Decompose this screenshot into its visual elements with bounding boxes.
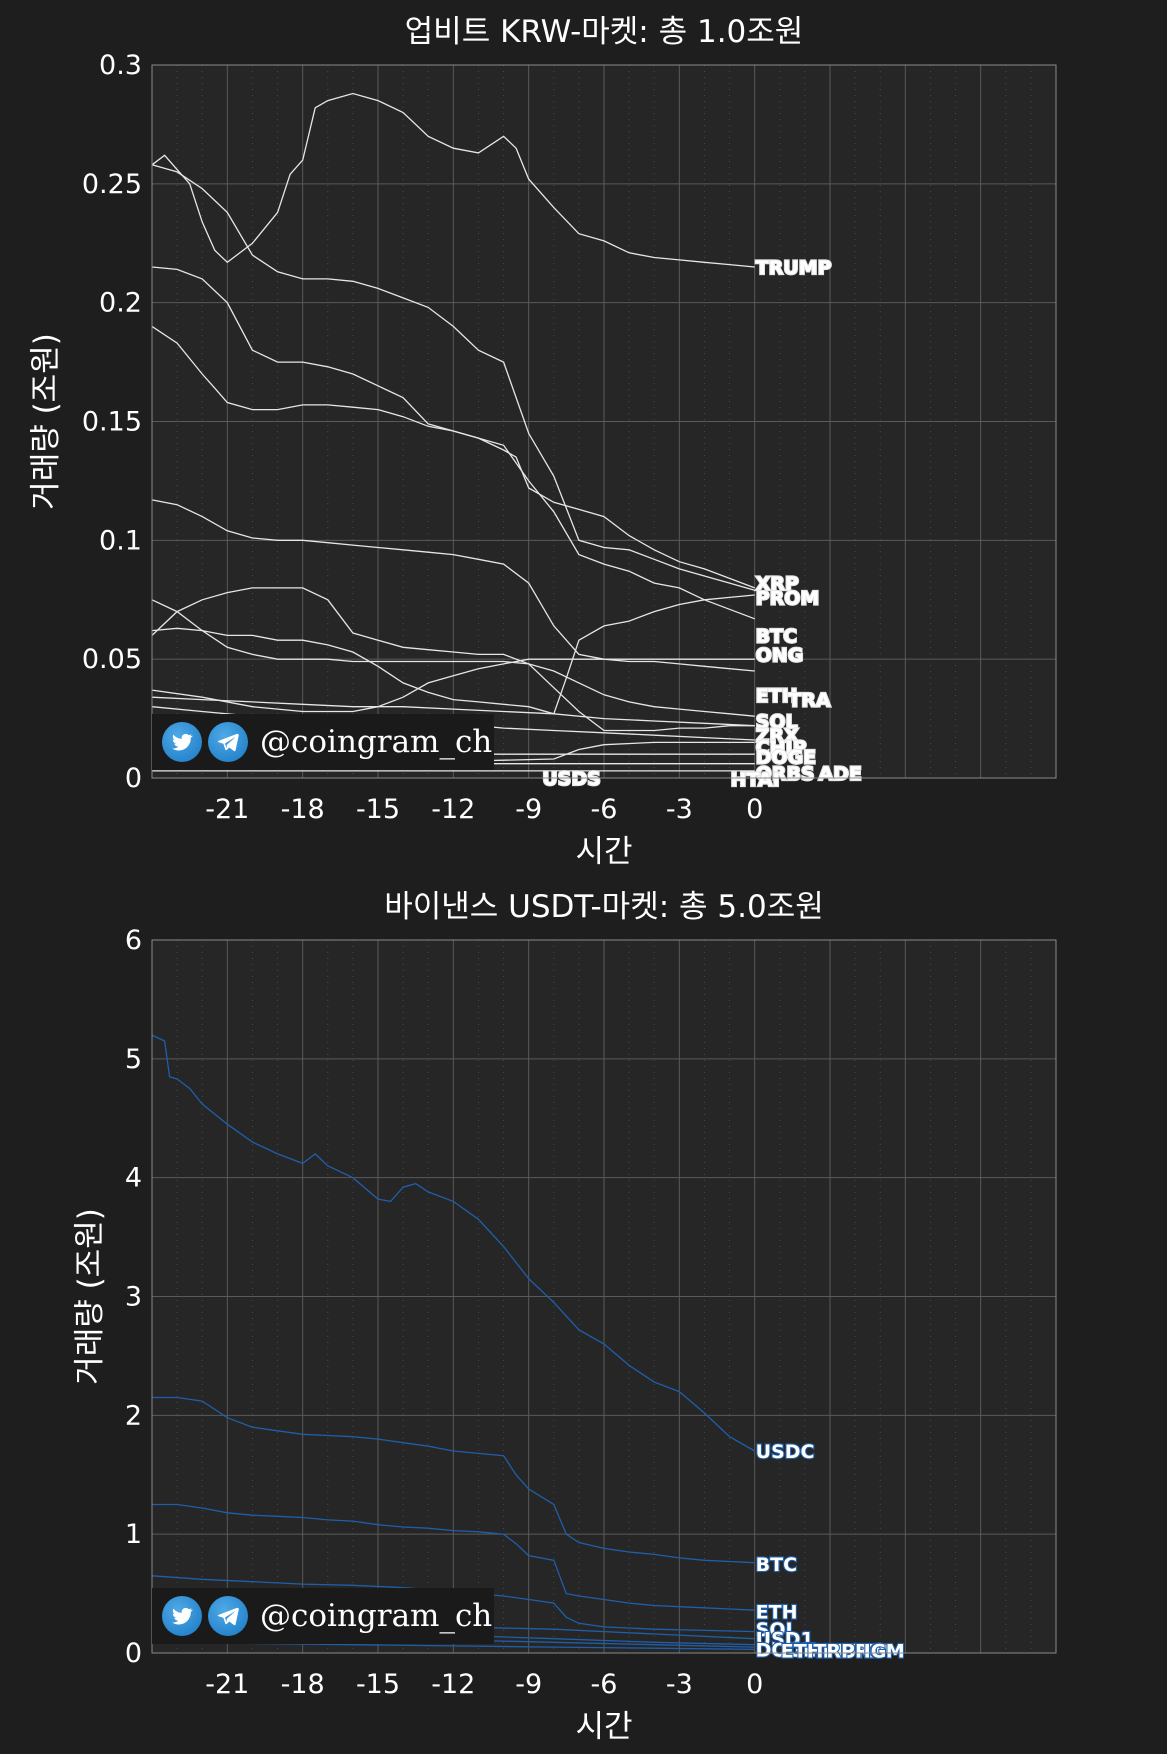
x-tick-label: -15 [356,794,400,825]
x-axis-label: 시간 [575,834,632,870]
end-label-doge: DOGE [756,747,817,769]
series-line-zrx [151,658,755,713]
series-line-tra [151,587,755,732]
end-label-zrx: ZRX [756,725,799,747]
watermark-handle: @coingram_ch [260,724,493,760]
twitter-icon [162,1596,202,1636]
chart-1: -21 -18 -15 -12 -9 -6 -3 0 0 0.05 0.1 0.15 0.2 0.25 0.… [28,14,1057,870]
x-tick-label: -12 [431,1669,475,1700]
series-line-eth [151,499,755,672]
x-tick-label: 0 [746,1669,763,1700]
y-tick-label: 1 [125,1519,142,1550]
telegram-icon [208,722,248,762]
end-label-ade: ADE [818,763,861,785]
end-label-eth: ETH [756,1601,798,1623]
y-tick-label: 0 [125,763,142,794]
end-label-usd1: USD1 [756,1629,814,1651]
x-tick-label: -18 [281,1669,325,1700]
y-tick-label: 0.2 [99,288,142,319]
series-line-chip [151,696,755,727]
watermark-handle: @coingram_ch [260,1598,493,1634]
x-tick-label: -6 [591,794,618,825]
x-tick-label: -15 [356,1669,400,1700]
y-tick-label: 2 [125,1400,142,1431]
y-tick-label: 0.1 [99,525,142,556]
series-line-trump [151,92,755,268]
x-tick-label: -3 [666,1669,693,1700]
watermark-bottom: @coingram_ch [152,1588,494,1644]
end-label-usds: USDS [542,768,601,790]
y-tick-label: 6 [125,925,142,956]
y-axis-label: 거래량 (조원) [28,333,64,510]
series-line-ong [151,594,755,715]
x-tick-label: -9 [515,794,542,825]
series-line-btc [152,1396,755,1564]
axes-frame [151,64,1057,779]
end-label-trump: TRUMP [756,257,832,279]
x-tick-label: -3 [666,794,693,825]
y-tick-label: 0.25 [82,169,142,200]
end-label-prom: PROM [756,587,820,609]
end-label-orbs: ORBS [756,763,815,785]
x-tick-label: -18 [281,794,325,825]
x-axis-label: 시간 [575,1709,632,1745]
y-axis-label: 거래량 (조원) [72,1208,108,1385]
telegram-icon [208,1596,248,1636]
end-label-ong: ONG [756,644,804,666]
series-line-usdc [151,1034,756,1452]
end-label-eth: ETH [756,685,798,707]
y-tick-label: 0 [125,1638,142,1669]
y-tick-label: 4 [125,1163,142,1194]
x-tick-label: 0 [746,794,763,825]
x-tick-label: -12 [431,794,475,825]
end-label-btc: BTC [756,1554,797,1576]
chart-title: 바이낸스 USDT-마켓: 총 5.0조원 [384,889,824,925]
x-tick-label: -21 [205,794,249,825]
series-line-prom [151,164,755,591]
series-line-btc [151,266,755,620]
end-label-tra: TRA [788,690,831,712]
end-label-chip: CHIP [756,737,807,759]
chart-title: 업비트 KRW-마켓: 총 1.0조원 [405,14,804,50]
watermark-top: @coingram_ch [152,714,494,770]
series-line-eth [152,1503,755,1611]
end-label-usdc: USDC [756,1441,815,1463]
y-tick-label: 0.15 [82,407,142,438]
y-tick-label: 0.05 [82,644,142,675]
end-label-ethfi: ETHFI [781,1641,843,1663]
end-label-prom: PROM [841,1641,905,1663]
end-label-doge: DOGE [756,1639,817,1661]
series-line-sol [151,1575,755,1633]
end-label-sol: SOL [756,1619,798,1641]
axes-frame [151,939,1057,1654]
x-tick-label: -9 [515,1669,542,1700]
end-label-sol: SOL [756,711,798,733]
x-tick-label: -21 [205,1669,249,1700]
end-label-ig: IG [864,1641,887,1663]
y-tick-label: 3 [125,1282,142,1313]
twitter-icon [162,722,202,762]
series-line-sol [151,599,755,717]
end-label-xrp: XRP [756,573,799,595]
x-tick-label: -6 [591,1669,618,1700]
y-tick-label: 0.3 [99,50,142,81]
chart-2: -21 -18 -15 -12 -9 -6 -3 0 0 1 2 3 4 5 6 USDC BTC ETHSOLU… [72,889,1057,1745]
end-label-btc: BTC [756,625,797,647]
y-tick-label: 5 [125,1044,142,1075]
end-label-trump: TRUMP [813,1641,889,1663]
end-label-htai: HTAI [731,769,780,791]
